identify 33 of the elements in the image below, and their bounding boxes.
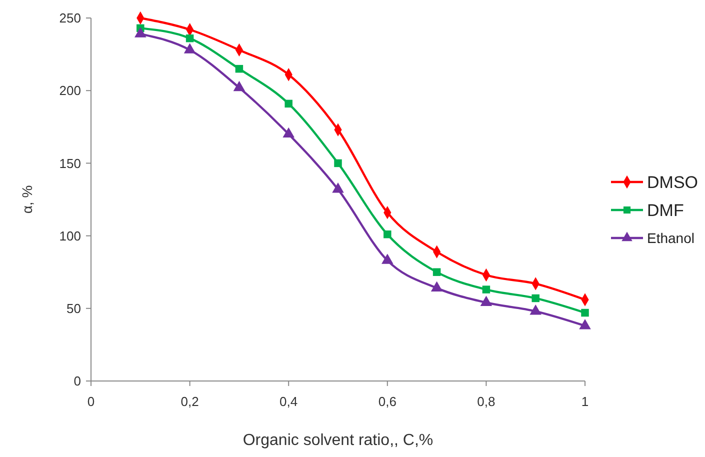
y-tick-label: 0 bbox=[74, 374, 81, 389]
point bbox=[284, 100, 292, 108]
point bbox=[282, 127, 294, 138]
point bbox=[235, 64, 244, 73]
x-tick-label: 0,6 bbox=[378, 394, 396, 409]
point bbox=[532, 294, 540, 302]
point bbox=[334, 159, 342, 168]
legend-label: DMF bbox=[647, 200, 684, 220]
point bbox=[332, 182, 344, 193]
point bbox=[186, 34, 194, 42]
y-tick-label: 150 bbox=[59, 156, 81, 171]
x-axis-title: Organic solvent ratio,, C,% bbox=[242, 432, 434, 449]
x-tick-label: 0,4 bbox=[280, 394, 298, 409]
point bbox=[432, 268, 441, 276]
point bbox=[579, 319, 591, 330]
point bbox=[581, 308, 589, 317]
legend-label: DMSO bbox=[647, 172, 698, 192]
point bbox=[530, 304, 542, 315]
y-tick-label: 100 bbox=[59, 228, 81, 244]
x-tick-label: 1 bbox=[581, 394, 589, 409]
point bbox=[382, 254, 394, 264]
point bbox=[430, 281, 443, 292]
y-tick-label: 200 bbox=[59, 83, 81, 98]
legend-label: Ethanol bbox=[647, 230, 694, 246]
x-tick-label: 0,2 bbox=[180, 394, 199, 409]
x-tick-label: 0,8 bbox=[477, 394, 496, 409]
point bbox=[482, 286, 490, 294]
y-tick-label: 50 bbox=[66, 300, 81, 316]
point bbox=[480, 296, 492, 306]
y-tick-label: 250 bbox=[59, 10, 81, 26]
point bbox=[384, 230, 392, 238]
y-axis-title: α, % bbox=[19, 185, 35, 214]
x-tick-label: 0 bbox=[87, 394, 95, 409]
